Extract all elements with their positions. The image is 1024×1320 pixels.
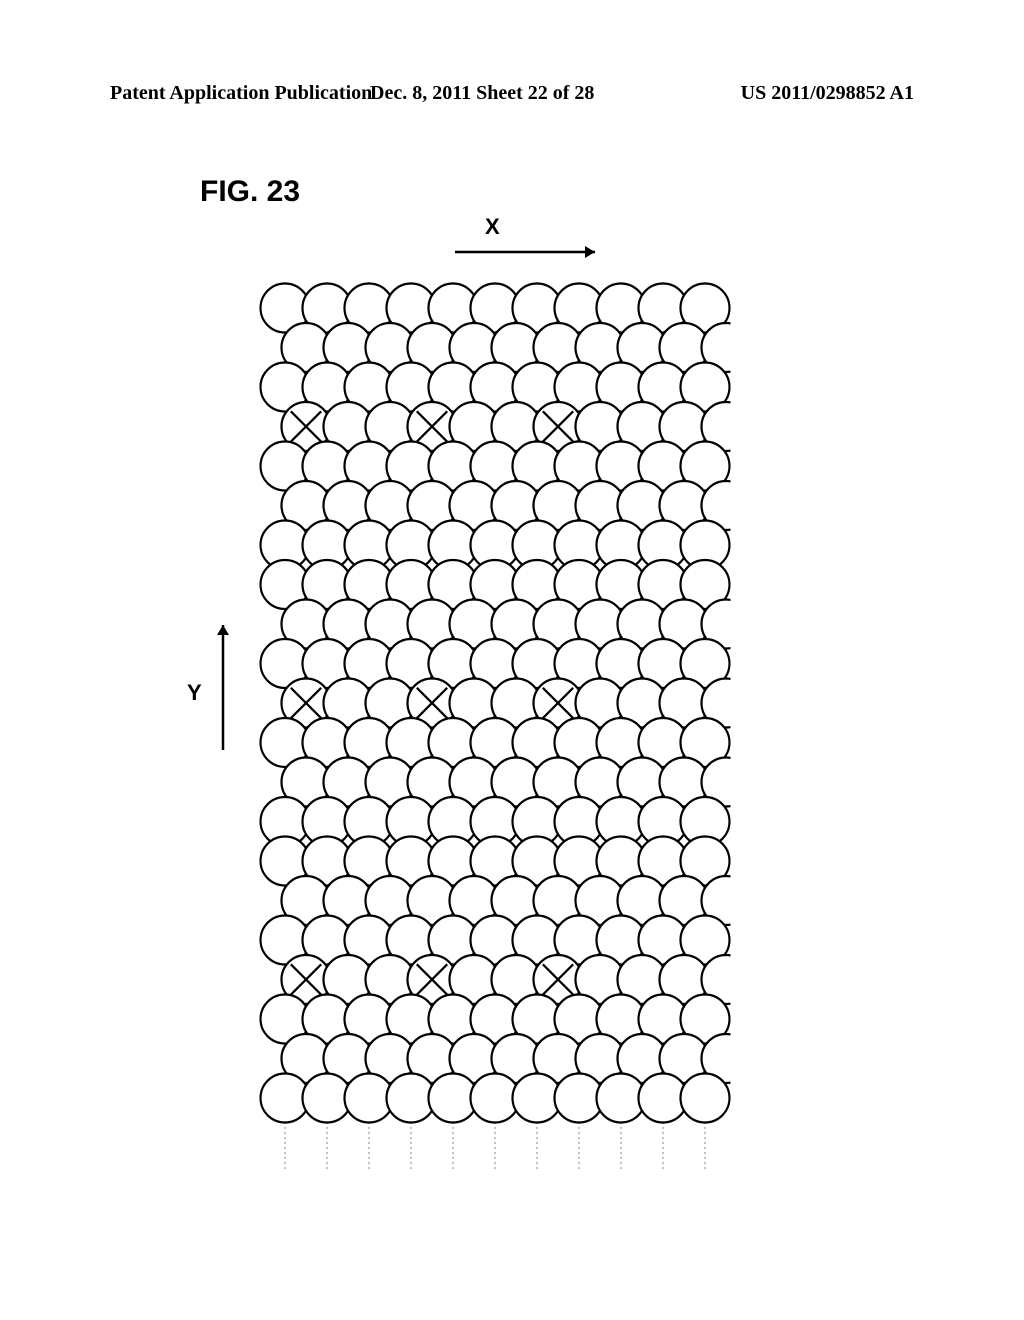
dot bbox=[681, 1074, 730, 1123]
x-axis-arrow bbox=[455, 246, 595, 258]
nozzle-grid-diagram: X Y bbox=[175, 240, 795, 1160]
x-axis-label: X bbox=[485, 214, 500, 239]
y-axis-label: Y bbox=[187, 680, 202, 705]
y-axis-arrow bbox=[217, 625, 229, 750]
dot-grid bbox=[261, 284, 751, 1123]
header-right: US 2011/0298852 A1 bbox=[741, 82, 914, 105]
header-center: Dec. 8, 2011 Sheet 22 of 28 bbox=[370, 82, 594, 105]
header-left: Patent Application Publication bbox=[110, 82, 372, 105]
figure-label: FIG. 23 bbox=[200, 175, 300, 209]
